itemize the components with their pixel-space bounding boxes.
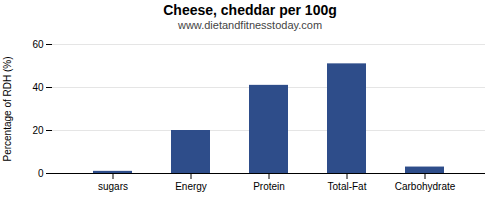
- svg-text:Percentage of RDH (%): Percentage of RDH (%): [2, 56, 13, 161]
- svg-text:sugars: sugars: [98, 181, 128, 192]
- svg-text:20: 20: [32, 125, 44, 136]
- html-text:Cheese, cheddar per 100g: Cheese, cheddar per 100g: [163, 2, 337, 18]
- svg-text:Energy: Energy: [175, 181, 207, 192]
- svg-text:40: 40: [32, 82, 44, 93]
- html-text:www.dietandfitnesstoday.com: www.dietandfitnesstoday.com: [178, 19, 322, 31]
- svg-text:Carbohydrate: Carbohydrate: [395, 181, 456, 192]
- svg-text:60: 60: [32, 39, 44, 50]
- svg-text:Total-Fat: Total-Fat: [328, 181, 367, 192]
- svg-text:0: 0: [38, 168, 44, 179]
- svg-text:Protein: Protein: [253, 181, 285, 192]
